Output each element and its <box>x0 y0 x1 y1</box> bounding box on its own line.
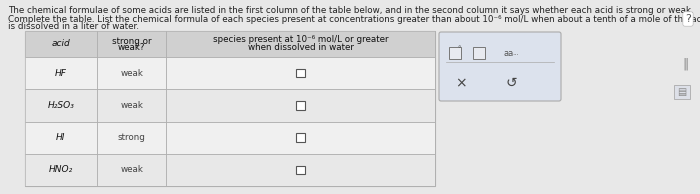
Bar <box>473 47 485 59</box>
Text: strong: strong <box>118 133 146 142</box>
Text: weak: weak <box>120 101 143 110</box>
Text: ‖: ‖ <box>682 57 688 70</box>
Bar <box>25 154 97 186</box>
Bar <box>25 31 435 57</box>
Text: ↺: ↺ <box>505 76 517 90</box>
Text: HNO₂: HNO₂ <box>49 165 73 174</box>
Text: HI: HI <box>56 133 66 142</box>
Text: weak: weak <box>120 165 143 174</box>
Text: is dissolved in a liter of water.: is dissolved in a liter of water. <box>8 22 139 31</box>
Text: when dissolved in water: when dissolved in water <box>248 43 354 53</box>
Bar <box>167 57 435 89</box>
Bar <box>25 31 435 186</box>
Bar <box>97 154 167 186</box>
Bar <box>167 121 435 154</box>
Bar <box>25 154 435 186</box>
Text: ?: ? <box>685 14 691 24</box>
Bar <box>25 121 97 154</box>
Bar <box>297 101 305 110</box>
Bar <box>25 31 97 57</box>
Text: aa: aa <box>504 48 514 57</box>
FancyBboxPatch shape <box>439 32 561 101</box>
Text: °: ° <box>457 46 461 52</box>
Bar <box>97 57 167 89</box>
Bar <box>25 57 435 89</box>
Text: Complete the table. List the chemical formula of each species present at concent: Complete the table. List the chemical fo… <box>8 15 700 24</box>
Text: species present at 10⁻⁶ mol/L or greater: species present at 10⁻⁶ mol/L or greater <box>213 36 388 44</box>
Bar <box>25 57 97 89</box>
Bar <box>167 154 435 186</box>
Bar <box>167 31 435 57</box>
Text: ...: ... <box>512 50 519 56</box>
Text: strong or: strong or <box>112 36 151 46</box>
Text: acid: acid <box>52 40 70 48</box>
Bar <box>97 89 167 121</box>
Bar <box>449 47 461 59</box>
Bar <box>297 133 305 142</box>
Bar <box>25 89 435 121</box>
Bar <box>97 121 167 154</box>
Bar <box>674 85 690 99</box>
Bar <box>25 121 435 154</box>
Bar <box>25 89 97 121</box>
Text: H₂SO₃: H₂SO₃ <box>48 101 74 110</box>
Bar <box>167 89 435 121</box>
Text: HF: HF <box>55 69 66 78</box>
Text: ▤: ▤ <box>678 87 687 97</box>
Text: The chemical formulae of some acids are listed in the first column of the table : The chemical formulae of some acids are … <box>8 6 694 15</box>
Bar <box>97 31 167 57</box>
Text: weak?: weak? <box>118 43 146 53</box>
Bar <box>297 69 305 77</box>
Bar <box>297 166 305 174</box>
Text: ×: × <box>455 76 467 90</box>
Text: weak: weak <box>120 69 143 78</box>
